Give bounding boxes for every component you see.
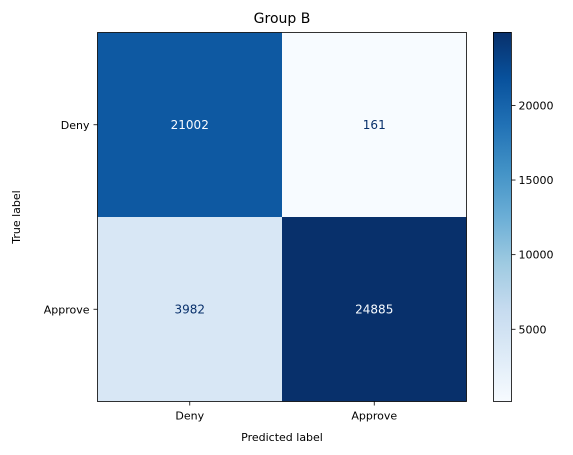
colorbar-tick-label: 5000 bbox=[519, 323, 547, 336]
y-axis-label: True label bbox=[10, 190, 23, 244]
y-axis-ticks: Deny Approve bbox=[44, 119, 98, 316]
colorbar-tick-label: 15000 bbox=[519, 174, 554, 187]
matrix-cell-0-1 bbox=[282, 32, 467, 217]
y-tick-label: Deny bbox=[61, 119, 90, 132]
matrix-cell-0-0 bbox=[97, 32, 282, 217]
x-axis-label: Predicted label bbox=[241, 431, 323, 444]
chart-title: Group B bbox=[254, 11, 311, 27]
cell-value-1-1: 24885 bbox=[355, 302, 393, 316]
cell-value-0-0: 21002 bbox=[171, 118, 209, 132]
colorbar-tick-label: 10000 bbox=[519, 249, 554, 262]
cell-value-1-0: 3982 bbox=[174, 302, 205, 316]
cell-value-0-1: 161 bbox=[363, 118, 386, 132]
colorbar-tick-label: 20000 bbox=[519, 99, 554, 112]
y-tick-label: Approve bbox=[44, 303, 90, 316]
colorbar-frame bbox=[493, 32, 512, 402]
matrix-cell-1-1 bbox=[282, 217, 467, 402]
x-axis-ticks: Deny Approve bbox=[175, 401, 397, 423]
colorbar bbox=[493, 32, 511, 402]
plot-frame bbox=[97, 32, 467, 402]
matrix-cell-1-0 bbox=[97, 217, 282, 402]
colorbar-ticks: 5000 10000 15000 20000 bbox=[511, 99, 554, 336]
x-tick-label: Deny bbox=[175, 410, 204, 423]
matrix-cells: 21002 161 3982 24885 bbox=[97, 32, 467, 402]
x-tick-label: Approve bbox=[351, 410, 397, 423]
